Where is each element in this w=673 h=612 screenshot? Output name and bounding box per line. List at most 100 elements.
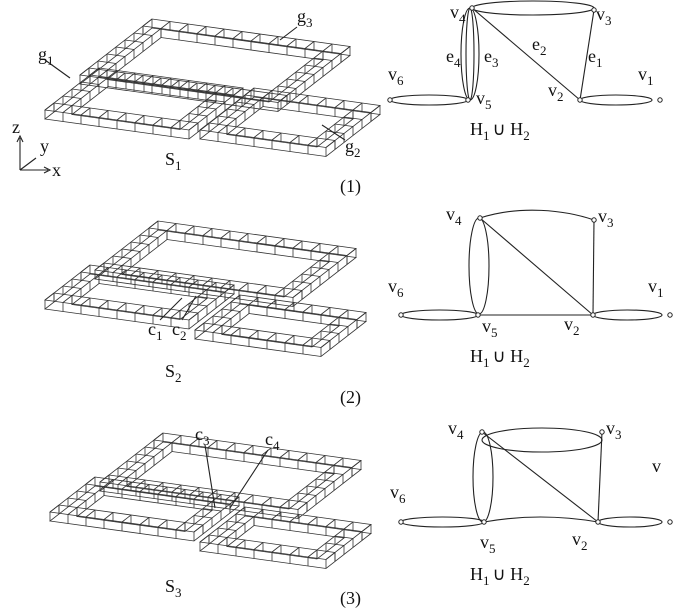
- structure-name-part: S: [165, 149, 175, 169]
- line: [117, 113, 126, 120]
- line: [20, 158, 36, 170]
- line: [80, 68, 89, 75]
- line: [200, 535, 209, 542]
- line: [140, 518, 149, 525]
- vertex-label-part: 3: [605, 13, 612, 28]
- line: [280, 451, 289, 458]
- vertex-label-part: 1: [657, 285, 664, 300]
- vertex-label-part: 6: [399, 491, 406, 506]
- edge: [580, 95, 652, 105]
- panel-label-part: (2): [340, 387, 361, 408]
- beam-edge: [45, 265, 234, 320]
- edge: [482, 428, 602, 452]
- vertex-label: v5: [476, 88, 492, 112]
- vertex: [482, 520, 486, 524]
- structure-label: c2: [172, 319, 187, 343]
- edge-label-part: 4: [454, 55, 461, 70]
- line: [267, 333, 276, 340]
- vertex: [668, 520, 672, 524]
- line: [63, 296, 72, 303]
- structure-name-part: 2: [175, 370, 182, 385]
- line: [63, 106, 72, 113]
- beam-edge: [195, 304, 366, 357]
- graph-caption-part: 2: [523, 355, 530, 370]
- structure-label-part: c: [172, 319, 180, 339]
- line: [99, 111, 108, 118]
- beam-edge: [50, 486, 239, 541]
- edge: [472, 1, 594, 15]
- structure-label-part: 3: [306, 15, 313, 30]
- graph-caption: H1∪ H2: [470, 564, 530, 588]
- line: [352, 461, 361, 468]
- structure-name-part: 3: [175, 585, 182, 600]
- edge-label: e2: [532, 34, 547, 58]
- edge: [484, 517, 598, 522]
- structure-label-part: 2: [180, 328, 187, 343]
- line: [179, 24, 188, 31]
- vertex: [388, 98, 392, 102]
- line: [326, 520, 335, 527]
- line: [269, 37, 278, 44]
- vertex-label-part: 6: [397, 285, 404, 300]
- vertex-label-part: v: [482, 316, 491, 336]
- vertex-label: v2: [572, 529, 588, 553]
- vertex-label-part: v: [450, 2, 459, 22]
- line: [189, 313, 198, 320]
- line: [135, 116, 144, 123]
- beam-edge: [200, 516, 371, 569]
- axis-label: x: [52, 160, 61, 180]
- line: [298, 453, 307, 460]
- graph-caption-part: 1: [483, 355, 490, 370]
- vertex: [399, 520, 403, 524]
- vertex: [470, 6, 474, 10]
- graph-caption-part: ∪ H: [493, 564, 524, 584]
- line: [326, 141, 335, 148]
- vertex-label-part: v: [638, 64, 647, 84]
- line: [303, 305, 312, 312]
- line: [316, 456, 325, 463]
- line: [171, 121, 180, 128]
- line: [161, 22, 170, 29]
- edge-label-part: e: [484, 46, 492, 66]
- line: [321, 308, 330, 315]
- line: [290, 136, 299, 143]
- line: [362, 525, 371, 532]
- beam-edge: [77, 496, 212, 532]
- line: [257, 286, 266, 293]
- line: [353, 103, 362, 110]
- edge-label-part: 1: [596, 55, 603, 70]
- vertex-label-part: v: [564, 314, 573, 334]
- line: [226, 443, 235, 450]
- graph-caption: H1∪ H2: [470, 119, 530, 143]
- line: [275, 288, 284, 295]
- line: [45, 293, 54, 300]
- edge-label: e3: [484, 46, 499, 70]
- vertex-label-part: 4: [455, 213, 462, 228]
- vertex: [591, 313, 595, 317]
- structure-label: c4: [265, 429, 280, 453]
- line: [244, 495, 253, 502]
- line: [143, 19, 152, 26]
- panel-label: (1): [340, 176, 361, 197]
- vertex-label-part: 5: [485, 97, 492, 112]
- line: [311, 244, 320, 251]
- line: [251, 34, 260, 41]
- line: [308, 517, 317, 524]
- beam-edge: [95, 230, 356, 307]
- line: [197, 27, 206, 34]
- structure-name-part: S: [165, 576, 175, 596]
- line: [344, 522, 353, 529]
- line: [149, 221, 158, 228]
- line: [81, 298, 90, 305]
- vertex-label-part: v: [548, 80, 557, 100]
- vertex-label: v4: [448, 418, 464, 442]
- line: [303, 338, 312, 345]
- edge: [466, 8, 474, 100]
- vertex-label: v3: [596, 4, 612, 28]
- line: [86, 510, 95, 517]
- line: [81, 108, 90, 115]
- vertex-label-part: v: [598, 206, 607, 226]
- vertex-label-part: 5: [489, 541, 496, 556]
- leader-line: [322, 125, 345, 140]
- line: [239, 283, 248, 290]
